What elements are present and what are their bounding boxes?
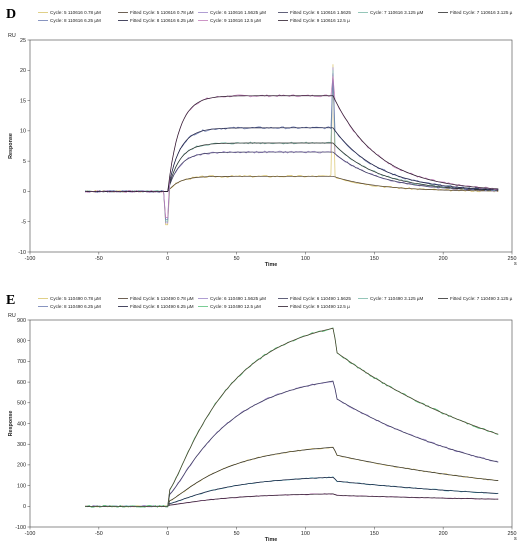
x-tick-label: 200: [439, 256, 448, 262]
legend-entry: Cycle: 7 110490 3.125 µM: [370, 296, 424, 301]
ticks-e: -100 -50 0 50 100 150 200 250 -100 0 100 200 300 400 5…: [15, 318, 516, 537]
legend-entry: Fitted Cycle: 5 110490 0.78 µM: [130, 296, 194, 301]
fitted-curve: [85, 151, 499, 192]
fitted-curve: [85, 446, 499, 507]
y-tick-label: 400: [17, 421, 26, 427]
fitted-curve: [85, 380, 499, 507]
legend-entry: Fitted Cycle: 8 110490 6.25 µM: [130, 304, 194, 309]
curves-d: [84, 64, 499, 226]
x-tick-label: -50: [95, 256, 103, 262]
legend-entry: Fitted Cycle: 6 110616 1.5625: [290, 10, 351, 15]
y-unit-d: RU: [8, 33, 16, 39]
x-axis-title-d: Time: [265, 262, 277, 268]
y-tick-label: 700: [17, 359, 26, 365]
x-unit-d: s: [514, 261, 517, 267]
sensorgram-curve: [84, 476, 499, 508]
sensorgram-curve: [84, 64, 499, 226]
panel-label-d: D: [6, 7, 16, 22]
legend-d: Cycle: 5 110616 0.78 µM Fitted Cycle: 5 1…: [38, 10, 513, 23]
y-unit-e: RU: [8, 313, 16, 319]
panel-e: E Cycle: 5 110490 0.78 µM Fitted Cycle: 5…: [6, 293, 517, 543]
x-tick-label: -100: [25, 256, 36, 262]
y-tick-label: 20: [20, 68, 26, 74]
y-tick-label: 15: [20, 98, 26, 104]
legend-entry: Fitted Cycle: 9 110616 12.5 µ: [290, 18, 350, 23]
x-tick-label: 50: [234, 531, 240, 537]
y-tick-label: 600: [17, 380, 26, 386]
x-tick-label: 100: [301, 256, 310, 262]
y-axis-title-d: Response: [8, 133, 14, 159]
fitted-curve: [85, 95, 499, 192]
x-tick-label: -100: [25, 531, 36, 537]
plot-frame-d: [29, 39, 513, 253]
panel-label-e: E: [6, 293, 15, 308]
legend-entry: Cycle: 5 110616 0.78 µM: [50, 10, 101, 15]
y-tick-label: -10: [18, 250, 26, 256]
x-tick-label: 100: [301, 531, 310, 537]
legend-entry: Fitted Cycle: 7 110490 3.125 µ: [450, 296, 513, 301]
sensorgram-curve: [84, 493, 499, 508]
y-tick-label: 0: [23, 189, 26, 195]
fitted-curve: [85, 127, 499, 192]
sensorgram-curve: [85, 327, 499, 508]
x-tick-label: 0: [166, 531, 169, 537]
x-tick-label: -50: [95, 531, 103, 537]
y-tick-label: 800: [17, 339, 26, 345]
x-tick-label: 250: [508, 531, 517, 537]
fitted-curve: [85, 476, 499, 507]
legend-entry: Cycle: 6 110616 1.5625 µM: [210, 10, 266, 15]
x-axis-title-e: Time: [265, 537, 277, 543]
legend-entry: Fitted Cycle: 9 110490 12.5 µ: [290, 304, 350, 309]
legend-entry: Cycle: 6 110490 1.5625 µM: [210, 296, 266, 301]
x-tick-label: 150: [370, 531, 379, 537]
x-tick-label: 0: [166, 256, 169, 262]
fitted-curve: [85, 327, 499, 507]
y-tick-label: 900: [17, 318, 26, 324]
legend-entry: Cycle: 7 110616 3.125 µM: [370, 10, 424, 15]
fitted-curve: [85, 493, 499, 507]
legend-e: Cycle: 5 110490 0.78 µM Fitted Cycle: 5 1…: [38, 296, 513, 309]
legend-entry: Cycle: 9 110490 12.5 µM: [210, 304, 261, 309]
y-tick-label: 300: [17, 442, 26, 448]
sensorgram-curve: [84, 67, 499, 224]
x-tick-label: 250: [508, 256, 517, 262]
legend-entry: Cycle: 5 110490 0.78 µM: [50, 296, 101, 301]
sensorgram-curve: [84, 76, 499, 218]
legend-entry: Fitted Cycle: 8 110616 6.25 µM: [130, 18, 194, 23]
panel-d: D Cycle: 5 110616 0.78 µM Fitted Cycle: 5…: [6, 7, 517, 268]
legend-entry: Cycle: 8 110616 6.25 µM: [50, 18, 101, 23]
curves-e: [84, 327, 499, 508]
x-tick-label: 50: [234, 256, 240, 262]
legend-entry: Fitted Cycle: 6 110490 1.5625: [290, 296, 351, 301]
y-tick-label: 200: [17, 463, 26, 469]
x-tick-label: 150: [370, 256, 379, 262]
y-tick-label: -100: [15, 525, 26, 531]
y-tick-label: 10: [20, 129, 26, 135]
legend-entry: Cycle: 9 110616 12.5 µM: [210, 18, 261, 23]
y-tick-label: 100: [17, 483, 26, 489]
y-tick-label: -5: [21, 220, 26, 226]
legend-entry: Fitted Cycle: 7 110616 3.125 µ: [450, 10, 513, 15]
y-tick-label: 0: [23, 504, 26, 510]
sensorgram-curve: [84, 70, 499, 222]
legend-entry: Fitted Cycle: 5 110616 0.78 µM: [130, 10, 194, 15]
y-axis-title-e: Response: [8, 411, 14, 437]
x-unit-e: s: [514, 536, 517, 542]
x-tick-label: 200: [439, 531, 448, 537]
legend-entry: Cycle: 8 110490 6.25 µM: [50, 304, 101, 309]
y-tick-label: 25: [20, 38, 26, 44]
y-tick-label: 500: [17, 401, 26, 407]
y-tick-label: 5: [23, 159, 26, 165]
